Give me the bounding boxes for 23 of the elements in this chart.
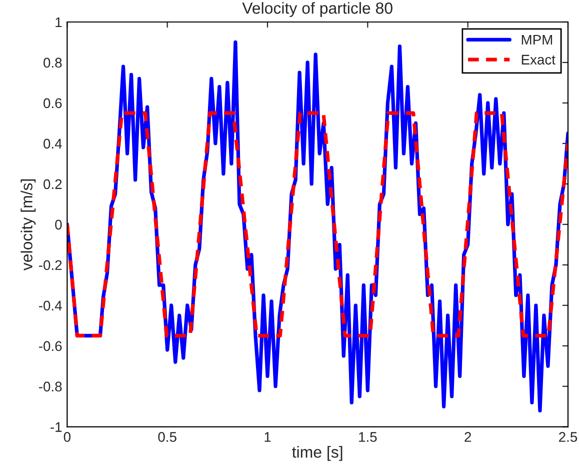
y-tick-label: 0.8 [44,58,62,68]
y-tick-label: 0 [55,220,62,230]
x-tick-label: 2.5 [559,432,578,442]
line-series [67,111,568,338]
y-tick-label: -0.4 [38,300,62,311]
legend-label: MPM [522,35,552,45]
x-tick-label: 2 [464,432,471,442]
x-axis-title: time [s] [292,446,342,461]
y-tick-label: -1 [50,422,62,432]
y-axis-title: velocity [m/s] [20,179,36,270]
y-tick-label: 1 [56,17,62,28]
y-tick-label: -0.6 [38,341,62,352]
y-tick-label: -0.2 [38,260,62,270]
legend-label: Exact [522,54,556,65]
y-tick-label: 0.2 [44,179,62,190]
chart-title: Velocity of particle 80 [242,2,392,17]
x-tick-label: 1 [264,432,271,442]
y-tick-label: 0.4 [44,138,62,149]
x-tick-label: 1.5 [359,432,377,442]
y-tick-label: -0.8 [38,382,62,392]
y-tick-label: 0.6 [44,98,62,108]
x-tick-label: 0.5 [158,432,176,442]
x-tick-label: 0 [64,432,70,442]
